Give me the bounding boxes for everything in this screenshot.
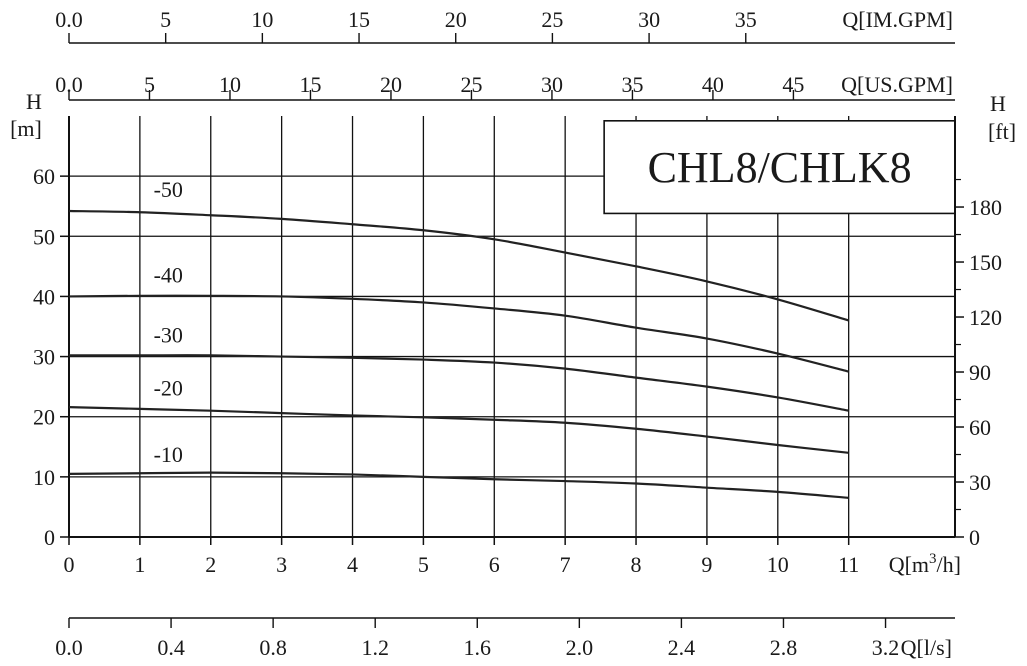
x-axis-label-tail: /h] (937, 552, 961, 577)
tick-label-ls: 2.4 (668, 635, 696, 660)
tick-label-ls: 0.4 (157, 635, 185, 660)
y-tick-label-right: 150 (969, 250, 1002, 275)
x-axis-label-main: Q[m (889, 552, 929, 577)
y-tick-label-left: 20 (33, 405, 55, 430)
y-axis-unit-left: [m] (10, 116, 42, 141)
tick-label-us_gpm: 45 (782, 72, 804, 97)
y-tick-label-left: 60 (33, 164, 55, 189)
tick-label-ls: 1.2 (361, 635, 389, 660)
tick-label-us_gpm: 35 (621, 72, 643, 97)
x-tick-label: 6 (489, 552, 500, 577)
series-label: -20 (154, 376, 183, 401)
tick-label-us_gpm: 0.0 (55, 72, 83, 97)
curve-stage20 (68, 405, 849, 454)
y-tick-label-right: 90 (969, 360, 991, 385)
axis-label-us_gpm: Q[US.GPM] (841, 72, 953, 97)
x-tick-label: 5 (418, 552, 429, 577)
tick-label-ls: 3.2 (872, 635, 900, 660)
curve-stage40 (68, 294, 849, 373)
curve-stage50 (68, 209, 849, 322)
tick-label-ls: 0.0 (55, 635, 83, 660)
series-label: -30 (154, 323, 183, 348)
tick-label-im_gpm: 5 (160, 7, 171, 32)
series-label: -10 (154, 442, 183, 467)
tick-label-im_gpm: 10 (251, 7, 273, 32)
tick-label-im_gpm: 0.0 (55, 7, 83, 32)
x-tick-label: 2 (205, 552, 216, 577)
x-tick-label: 1 (134, 552, 145, 577)
y-axis-unit-right: [ft] (988, 119, 1016, 144)
y-tick-label-right: 30 (969, 470, 991, 495)
x-tick-label: 8 (631, 552, 642, 577)
tick-label-us_gpm: 15 (299, 72, 321, 97)
tick-label-im_gpm: 15 (348, 7, 370, 32)
x-axis-label-superscript: 3 (929, 551, 937, 567)
y-tick-label-right: 120 (969, 305, 1002, 330)
y-tick-label-left: 0 (44, 525, 55, 550)
tick-label-us_gpm: 40 (702, 72, 724, 97)
x-tick-label: 7 (560, 552, 571, 577)
y-tick-label-left: 50 (33, 224, 55, 249)
tick-label-ls: 2.8 (770, 635, 798, 660)
tick-label-us_gpm: 10 (219, 72, 241, 97)
y-axis-label-left: H (26, 89, 42, 114)
y-tick-label-left: 30 (33, 345, 55, 370)
x-tick-label: 3 (276, 552, 287, 577)
x-tick-label: 0 (64, 552, 75, 577)
axis-label-im_gpm: Q[IM.GPM] (842, 7, 953, 32)
y-tick-label-right: 0 (969, 525, 980, 550)
tick-label-us_gpm: 25 (460, 72, 482, 97)
curve-stage10 (68, 471, 849, 500)
x-tick-label: 4 (347, 552, 358, 577)
tick-label-ls: 0.8 (259, 635, 287, 660)
tick-label-us_gpm: 20 (380, 72, 402, 97)
y-tick-label-left: 10 (33, 465, 55, 490)
tick-label-im_gpm: 35 (735, 7, 757, 32)
tick-label-im_gpm: 25 (541, 7, 563, 32)
x-tick-label: 10 (767, 552, 789, 577)
y-tick-label-right: 60 (969, 415, 991, 440)
x-axis-label: Q[m3/h] (889, 551, 961, 577)
y-tick-label-left: 40 (33, 284, 55, 309)
curve-stage30 (69, 354, 849, 412)
chart-title: CHL8/CHLK8 (648, 143, 912, 192)
tick-label-im_gpm: 30 (638, 7, 660, 32)
x-tick-label: 11 (838, 552, 859, 577)
axis-label-ls: Q[l/s] (901, 635, 952, 660)
tick-label-ls: 2.0 (566, 635, 594, 660)
y-axis-label-right: H (990, 91, 1006, 116)
x-tick-label: 9 (701, 552, 712, 577)
title-box (603, 120, 956, 215)
tick-label-im_gpm: 20 (445, 7, 467, 32)
y-tick-label-right: 180 (969, 195, 1002, 220)
series-label: -40 (154, 263, 183, 288)
tick-label-us_gpm: 30 (541, 72, 563, 97)
tick-label-us_gpm: 5 (144, 72, 155, 97)
series-label: -50 (154, 177, 183, 202)
tick-label-ls: 1.6 (464, 635, 492, 660)
